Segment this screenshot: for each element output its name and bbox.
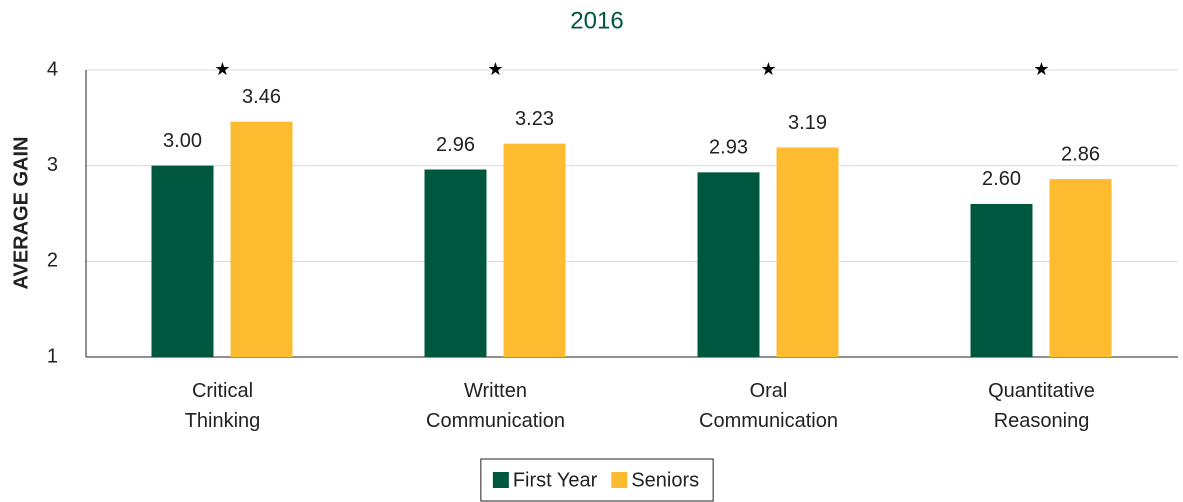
data-label: 3.19	[788, 112, 827, 134]
y-tick-label: 1	[47, 345, 58, 367]
y-tick-label: 3	[47, 154, 58, 176]
x-tick-label: Written Communication	[426, 380, 565, 432]
bar	[151, 165, 214, 357]
data-label: 2.86	[1061, 143, 1100, 165]
bar	[424, 169, 487, 357]
bar	[503, 143, 566, 357]
significance-star: ★	[487, 59, 503, 79]
x-tick-label: Quantitative Reasoning	[988, 380, 1095, 432]
data-label: 2.93	[709, 137, 748, 159]
x-tick-label-line: Quantitative	[988, 380, 1095, 402]
legend-swatch	[611, 472, 628, 488]
significance-star: ★	[760, 59, 776, 79]
y-axis-label: AVERAGE GAIN	[10, 137, 32, 290]
significance-star: ★	[214, 59, 230, 79]
x-tick-label-line: Communication	[699, 410, 838, 432]
data-label: 3.23	[515, 108, 554, 130]
significance-star: ★	[1033, 59, 1049, 79]
data-label: 2.60	[982, 168, 1021, 190]
y-tick-label: 4	[47, 58, 58, 80]
legend-box	[480, 458, 714, 502]
legend-swatch	[492, 472, 509, 488]
bar	[697, 172, 760, 357]
data-label: 3.46	[242, 86, 281, 108]
bar	[1049, 179, 1112, 357]
chart-title: 2016	[570, 7, 623, 34]
x-tick-label-line: Communication	[426, 410, 565, 432]
x-tick-label-line: Thinking	[185, 410, 261, 432]
x-tick-label: Oral Communication	[699, 380, 838, 432]
data-label: 3.00	[163, 130, 202, 152]
y-tick-label: 2	[47, 250, 58, 272]
legend-label: First Year	[513, 469, 598, 491]
x-tick-label-line: Written	[464, 380, 527, 402]
bar	[776, 147, 839, 357]
x-tick-label-line: Reasoning	[994, 410, 1090, 432]
data-label: 2.96	[436, 134, 475, 156]
x-tick-label: Critical Thinking	[185, 380, 261, 432]
x-tick-label-line: Critical	[192, 380, 253, 402]
bar	[230, 121, 293, 357]
legend-label: Seniors	[631, 469, 699, 491]
bar	[970, 203, 1033, 357]
x-tick-label-line: Oral	[750, 380, 788, 402]
